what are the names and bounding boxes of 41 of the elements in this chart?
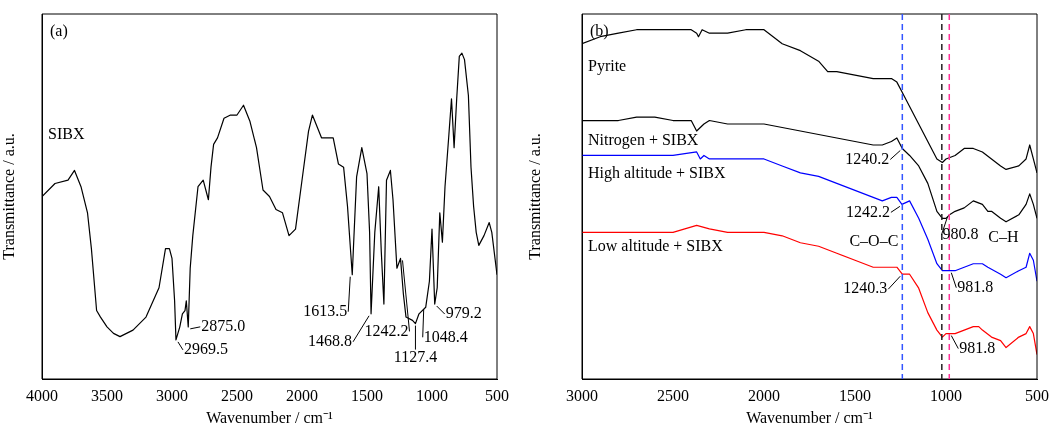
- text: (a): [50, 22, 68, 41]
- annotation: 2875.0: [201, 317, 246, 335]
- x-tick-label: 3000: [566, 386, 598, 404]
- x-tick-label: 2500: [221, 386, 253, 404]
- y-axis-title: Transmittance / a.u.: [0, 133, 17, 260]
- x-tick-label: 500: [485, 386, 509, 404]
- x-axis-title: Wavenumber / cm⁻¹: [746, 408, 874, 426]
- annotation: 981.8: [957, 277, 994, 295]
- annotation: 1468.8: [308, 332, 353, 350]
- series-label: Nitrogen + SIBX: [588, 130, 699, 149]
- annotation: 1240.2: [845, 149, 890, 167]
- annotation: 1127.4: [393, 347, 438, 365]
- x-tick-label: 4000: [26, 386, 58, 404]
- ref-line-label: C–O–C: [849, 232, 899, 250]
- annotation: 1048.4: [423, 327, 468, 345]
- annotation: 2969.5: [183, 340, 228, 358]
- x-tick-label: 1000: [416, 386, 448, 404]
- x-tick-label: 500: [1025, 386, 1049, 404]
- x-axis-title: Wavenumber / cm⁻¹: [206, 408, 334, 426]
- annotation: 980.8: [942, 225, 979, 243]
- x-tick-label: 2500: [657, 386, 689, 404]
- x-tick-label: 2000: [748, 386, 780, 404]
- x-tick-label: 3500: [91, 386, 123, 404]
- y-axis-title: Transmittance / a.u.: [525, 133, 543, 260]
- x-tick-label: 1500: [839, 386, 871, 404]
- series-label: High altitude + SIBX: [588, 163, 726, 182]
- annotation: 979.2: [445, 304, 482, 322]
- annotation: (b): [590, 22, 609, 41]
- x-tick-label: 2000: [286, 386, 318, 404]
- annotation: 981.8: [959, 338, 996, 356]
- series-label: Low altitude + SIBX: [588, 236, 724, 254]
- annotation: 1242.2: [845, 202, 890, 220]
- annotation: 1613.5: [303, 301, 348, 319]
- series-label: SIBX: [48, 124, 85, 142]
- annotation: 1240.3: [843, 279, 888, 297]
- x-tick-label: 1500: [351, 386, 383, 404]
- x-tick-label: 1000: [930, 386, 962, 404]
- series-label: Pyrite: [588, 56, 627, 75]
- annotation: 1242.2: [364, 321, 409, 339]
- x-tick-label: 3000: [156, 386, 188, 404]
- ref-line-label: C–H: [988, 228, 1019, 246]
